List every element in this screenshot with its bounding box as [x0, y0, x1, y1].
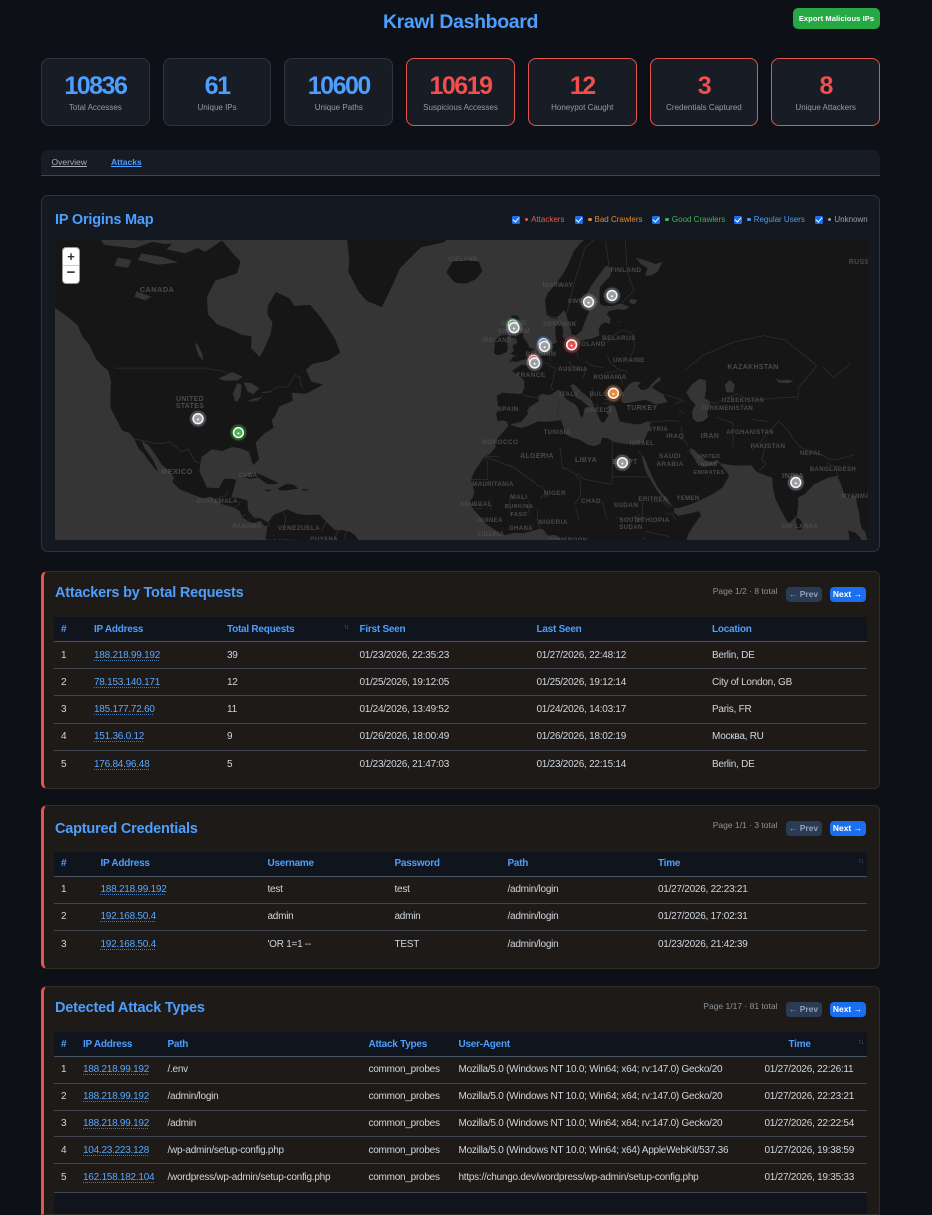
svg-text:MEXICO: MEXICO	[161, 467, 193, 476]
svg-text:BELARUS: BELARUS	[602, 335, 636, 342]
svg-text:SRI LANKA: SRI LANKA	[782, 524, 819, 530]
svg-text:YEMEN: YEMEN	[676, 496, 699, 502]
svg-text:MOROCCO: MOROCCO	[482, 439, 519, 446]
svg-text:ITALY: ITALY	[559, 391, 579, 398]
svg-text:SUDAN: SUDAN	[619, 525, 642, 531]
svg-text:CANADA: CANADA	[140, 285, 175, 294]
svg-text:LIBERIA: LIBERIA	[478, 532, 505, 538]
svg-text:ICELAND: ICELAND	[448, 257, 478, 263]
svg-text:UZBEKISTAN: UZBEKISTAN	[722, 398, 764, 404]
svg-text:NORWAY: NORWAY	[543, 282, 574, 289]
svg-text:GUINEA: GUINEA	[477, 518, 503, 524]
svg-text:DENMARK: DENMARK	[543, 322, 577, 328]
svg-text:CHAD: CHAD	[581, 498, 601, 505]
svg-text:VENEZUELA: VENEZUELA	[278, 525, 320, 532]
svg-text:UNITED: UNITED	[698, 454, 721, 460]
svg-text:UNITED: UNITED	[176, 396, 204, 403]
svg-text:MALI: MALI	[510, 494, 527, 501]
svg-text:ARAB: ARAB	[700, 462, 718, 468]
svg-text:PANAMA: PANAMA	[233, 524, 262, 530]
svg-text:IRAN: IRAN	[701, 433, 719, 440]
svg-text:ISRAEL: ISRAEL	[630, 441, 654, 447]
svg-text:BULGARIA: BULGARIA	[590, 392, 625, 398]
svg-text:BANGLADESH: BANGLADESH	[810, 467, 856, 473]
svg-text:CUBA: CUBA	[239, 473, 258, 479]
svg-text:TURKMENISTAN: TURKMENISTAN	[701, 406, 753, 412]
svg-text:SUDAN: SUDAN	[614, 502, 639, 509]
svg-text:IRELAND: IRELAND	[482, 338, 512, 344]
svg-text:IRAQ: IRAQ	[666, 433, 684, 440]
svg-text:SPAIN: SPAIN	[497, 406, 518, 413]
svg-text:ARABIA: ARABIA	[656, 461, 683, 468]
svg-text:GREECE: GREECE	[585, 408, 613, 414]
svg-text:RUSSIA: RUSSIA	[849, 259, 868, 266]
svg-text:SOUTH: SOUTH	[620, 518, 643, 524]
svg-text:NIGER: NIGER	[544, 490, 566, 497]
svg-text:GUYANA: GUYANA	[310, 537, 338, 540]
svg-text:FASO: FASO	[511, 512, 528, 518]
svg-text:TURKEY: TURKEY	[627, 405, 658, 412]
svg-text:BELGIUM: BELGIUM	[526, 352, 556, 358]
svg-text:EMIRATES: EMIRATES	[693, 470, 724, 476]
svg-text:NIGERIA: NIGERIA	[538, 519, 567, 526]
svg-text:AFGHANISTAN: AFGHANISTAN	[726, 430, 774, 436]
svg-text:ALGERIA: ALGERIA	[520, 453, 554, 460]
svg-text:CAMEROON: CAMEROON	[549, 538, 588, 540]
svg-text:STATES: STATES	[176, 403, 205, 410]
svg-text:ETHIOPIA: ETHIOPIA	[636, 517, 669, 524]
svg-text:BURKINA: BURKINA	[505, 504, 533, 510]
svg-text:MYANMAR: MYANMAR	[841, 494, 868, 500]
svg-text:ROMANIA: ROMANIA	[593, 374, 626, 381]
svg-text:TUNISIA: TUNISIA	[544, 430, 571, 436]
svg-text:SWEDEN: SWEDEN	[568, 298, 598, 305]
svg-text:SENEGAL: SENEGAL	[460, 502, 492, 508]
svg-text:SAUDI: SAUDI	[659, 453, 681, 460]
svg-text:UKRAINE: UKRAINE	[613, 357, 645, 364]
svg-text:INDIA: INDIA	[782, 471, 804, 480]
svg-text:SYRIA: SYRIA	[648, 427, 669, 433]
svg-text:PAKISTAN: PAKISTAN	[751, 443, 786, 450]
svg-text:KAZAKHSTAN: KAZAKHSTAN	[727, 364, 778, 371]
svg-text:COLOMBIA: COLOMBIA	[258, 539, 296, 540]
svg-text:GHANA: GHANA	[509, 526, 533, 532]
svg-text:NEPAL: NEPAL	[800, 451, 822, 457]
svg-text:AUSTRIA: AUSTRIA	[558, 367, 588, 373]
svg-text:FINLAND: FINLAND	[611, 267, 642, 274]
svg-text:ERITREA: ERITREA	[638, 497, 667, 503]
svg-text:GUATEMALA: GUATEMALA	[196, 499, 238, 505]
svg-text:FRANCE: FRANCE	[516, 372, 545, 379]
svg-text:MAURITANIA: MAURITANIA	[472, 482, 514, 488]
svg-text:POLAND: POLAND	[576, 341, 605, 348]
svg-text:LIBYA: LIBYA	[575, 457, 597, 464]
